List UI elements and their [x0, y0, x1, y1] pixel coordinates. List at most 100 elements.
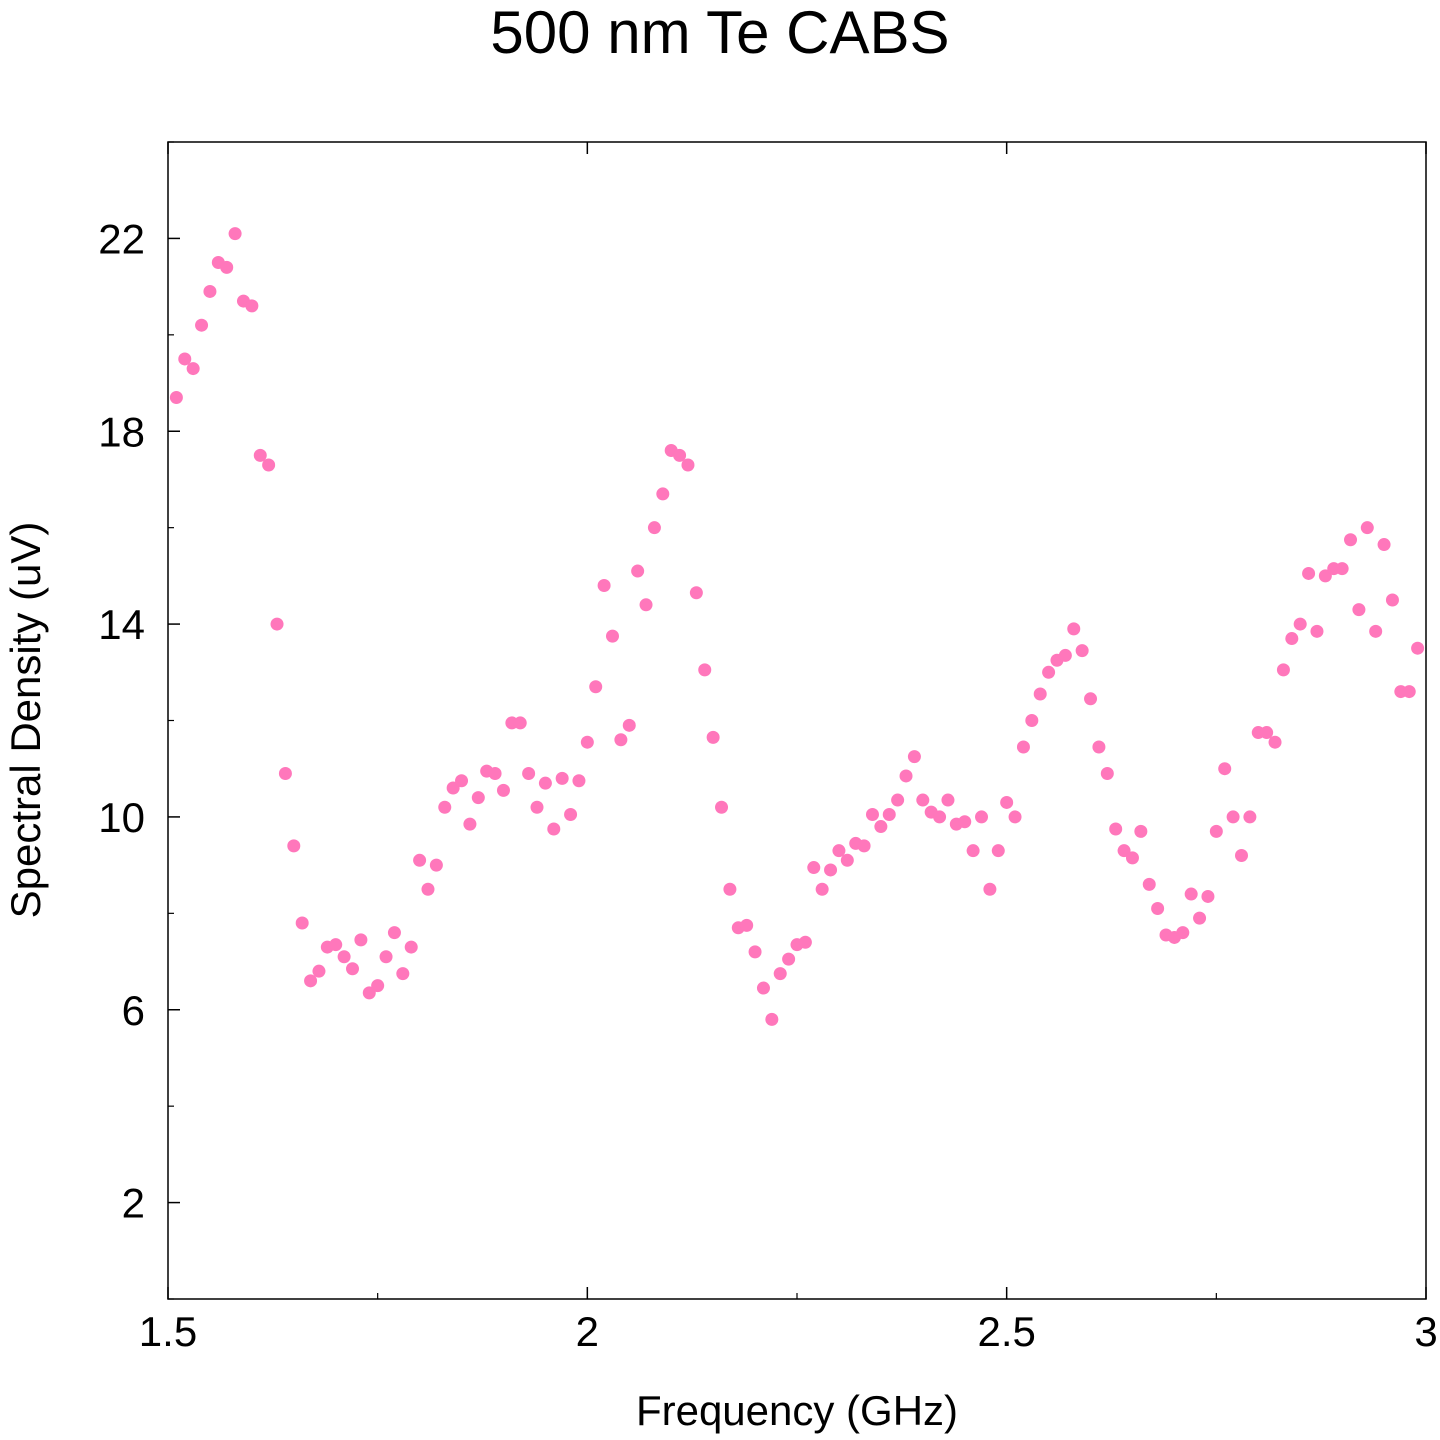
data-point	[371, 979, 385, 993]
data-point	[882, 808, 896, 822]
data-point	[715, 800, 729, 814]
y-axis-ticks: 2 6 10 14 18 22	[98, 141, 180, 1300]
data-point	[647, 521, 661, 535]
y-axis-label: Spectral Density (uV)	[2, 522, 49, 919]
data-point	[1008, 810, 1022, 824]
data-point	[346, 962, 360, 976]
data-point	[698, 663, 712, 677]
data-point	[941, 793, 955, 807]
data-point	[1067, 622, 1081, 636]
data-point	[471, 791, 485, 805]
data-point	[798, 935, 812, 949]
data-point	[622, 718, 636, 732]
data-point	[1075, 644, 1089, 658]
data-point	[287, 839, 301, 853]
data-point	[169, 391, 183, 405]
data-point	[396, 967, 410, 981]
data-point	[463, 817, 477, 831]
data-point	[580, 735, 594, 749]
y-tick-label: 2	[122, 1180, 145, 1227]
data-point	[1151, 902, 1165, 916]
data-point	[1268, 735, 1282, 749]
data-point	[1385, 593, 1399, 607]
data-point	[421, 882, 435, 896]
data-point	[1352, 603, 1366, 617]
data-point	[824, 863, 838, 877]
data-point	[832, 844, 846, 858]
data-point	[1369, 624, 1383, 638]
data-point	[438, 800, 452, 814]
data-point	[413, 853, 427, 867]
data-point	[1209, 824, 1223, 838]
x-tick-label: 3	[1414, 1308, 1437, 1355]
data-point	[631, 564, 645, 578]
data-point	[1058, 648, 1072, 662]
data-point	[656, 487, 670, 501]
data-point	[681, 458, 695, 472]
data-point	[815, 882, 829, 896]
data-point	[538, 776, 552, 790]
data-point	[706, 730, 720, 744]
data-point	[228, 227, 242, 241]
y-tick-label: 22	[98, 215, 145, 262]
data-point	[312, 964, 326, 978]
data-point	[597, 579, 611, 593]
data-point	[639, 598, 653, 612]
data-point	[756, 981, 770, 995]
data-point	[1176, 926, 1190, 940]
data-point	[933, 810, 947, 824]
data-point	[295, 916, 309, 930]
data-point	[1125, 851, 1139, 865]
data-point	[1260, 726, 1274, 740]
data-point	[899, 769, 913, 783]
data-point	[530, 800, 544, 814]
data-point	[555, 771, 569, 785]
data-point	[765, 1012, 779, 1026]
data-point	[673, 448, 687, 462]
data-point	[522, 767, 536, 781]
plot-frame	[167, 141, 1427, 1300]
data-point	[547, 822, 561, 836]
data-point	[1084, 692, 1098, 706]
data-point	[865, 808, 879, 822]
data-point	[1092, 740, 1106, 754]
data-point	[807, 861, 821, 875]
data-point	[975, 810, 989, 824]
data-point	[1109, 822, 1123, 836]
data-point	[1218, 762, 1232, 776]
data-point	[354, 933, 368, 947]
data-point	[907, 750, 921, 764]
data-point	[1033, 687, 1047, 701]
data-point	[513, 716, 527, 730]
data-point	[1411, 641, 1425, 655]
data-point	[379, 950, 393, 964]
data-point	[572, 774, 586, 788]
data-point	[178, 352, 192, 366]
data-point	[1234, 848, 1248, 862]
x-axis-label: Frequency (GHz)	[636, 1387, 958, 1434]
data-point	[1042, 665, 1056, 679]
data-point	[916, 793, 930, 807]
data-point	[1402, 685, 1416, 699]
y-tick-label: 6	[122, 987, 145, 1034]
data-point	[589, 680, 603, 694]
y-tick-label: 10	[98, 794, 145, 841]
data-point	[1293, 617, 1307, 631]
data-point	[605, 629, 619, 643]
x-tick-label: 2	[576, 1308, 599, 1355]
x-tick-label: 1.5	[139, 1308, 197, 1355]
data-point	[304, 974, 318, 988]
data-points	[169, 227, 1425, 1026]
data-point	[404, 940, 418, 954]
data-point	[203, 284, 217, 298]
data-point	[1377, 538, 1391, 552]
data-point	[782, 952, 796, 966]
data-point	[991, 844, 1005, 858]
x-tick-label: 2.5	[977, 1308, 1035, 1355]
data-point	[1016, 740, 1030, 754]
data-point	[455, 774, 469, 788]
data-point	[1360, 521, 1374, 535]
data-point	[840, 853, 854, 867]
data-point	[983, 882, 997, 896]
data-point	[1276, 663, 1290, 677]
